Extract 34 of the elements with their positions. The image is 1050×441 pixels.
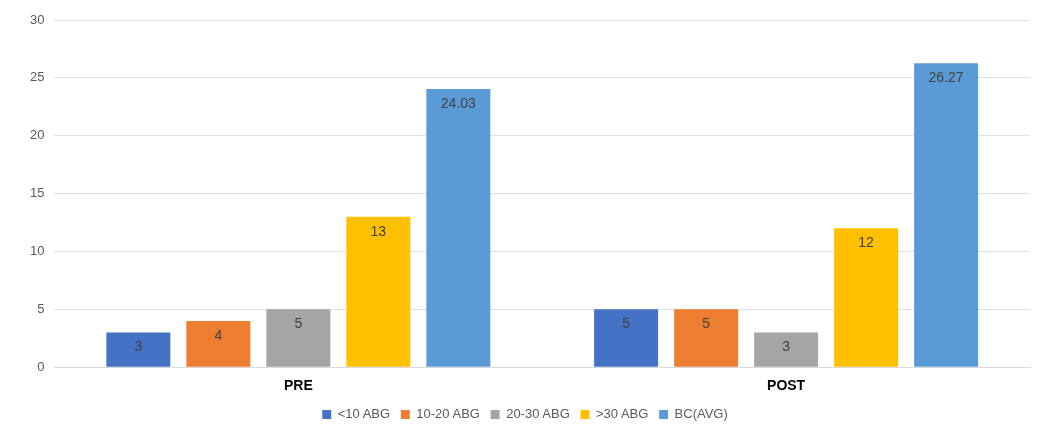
bar: [266, 309, 331, 367]
data-label: 5: [294, 315, 303, 332]
bar: [834, 228, 899, 367]
y-tick-label: 25: [29, 69, 45, 85]
x-tick-label: POST: [767, 377, 806, 394]
data-label: 13: [370, 222, 387, 239]
data-label: 4: [214, 326, 223, 343]
bar: [754, 332, 819, 367]
y-tick-label: 30: [29, 11, 45, 27]
bar: [186, 320, 251, 367]
data-label: 26.27: [928, 69, 964, 86]
data-label: 5: [702, 315, 711, 332]
y-tick-label: 15: [29, 185, 45, 201]
legend-label: 20-30 ABG: [506, 406, 570, 422]
bar: [914, 63, 979, 367]
legend-label: <10 ABG: [337, 406, 391, 422]
data-label: 3: [134, 338, 143, 355]
data-label: 24.03: [440, 94, 477, 111]
y-tick-label: 10: [29, 243, 45, 259]
legend-label: BC(AVG): [674, 406, 728, 422]
legend-label: >30 ABG: [595, 406, 649, 422]
y-tick-label: 5: [37, 300, 45, 316]
y-tick-label: 20: [29, 127, 45, 143]
data-label: 5: [622, 315, 631, 332]
bar: [594, 309, 659, 367]
legend-label: 10-20 ABG: [416, 406, 480, 422]
data-label: 12: [858, 234, 875, 251]
bar: [106, 332, 171, 367]
x-tick-label: PRE: [283, 377, 313, 394]
data-label: 3: [782, 338, 791, 355]
bar: [346, 216, 411, 367]
bar: [426, 89, 491, 367]
y-tick-label: 0: [37, 358, 45, 374]
bar: [674, 309, 739, 367]
